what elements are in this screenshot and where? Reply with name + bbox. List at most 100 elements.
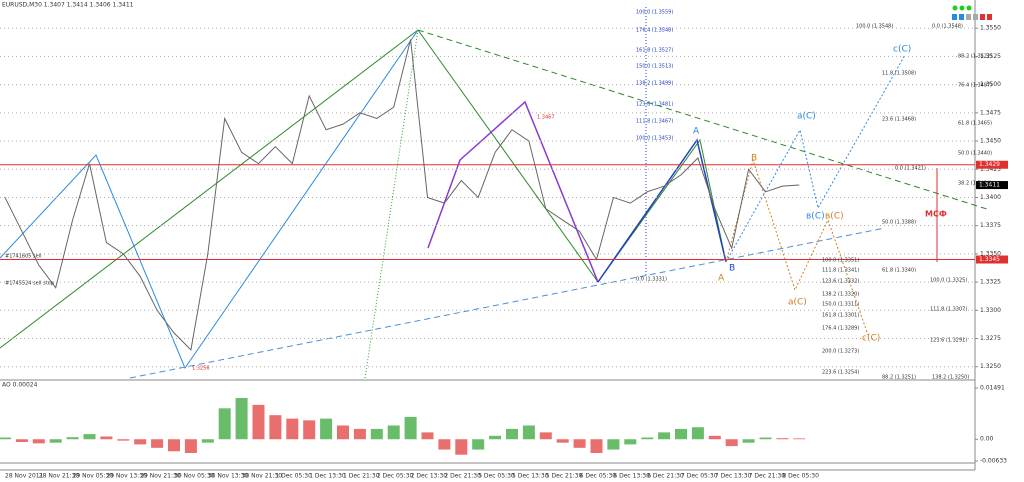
y-tick-label: 1.3500: [980, 81, 1001, 88]
level-label: 1.3345: [979, 256, 1000, 263]
ao-bar: [286, 418, 299, 440]
ao-tick-label: 0.01491: [980, 385, 1005, 392]
fib-label: 176.4 (1.3289): [822, 326, 859, 332]
x-tick-label: 1 Dec 13:30: [309, 473, 346, 480]
wave-label: B: [729, 264, 735, 274]
ao-bar: [117, 439, 130, 441]
ao-bar: [489, 435, 502, 440]
msf-label: МСФ: [925, 210, 947, 219]
fib-label: 50.0 (1.3388): [882, 220, 916, 226]
ao-bar: [590, 439, 603, 453]
fib-label: 61.8 (1.3465): [958, 121, 992, 127]
fib-label: 88.2 (1.3522): [958, 54, 992, 60]
projection: [725, 158, 869, 336]
x-tick-label: 6 Dec 05:30: [580, 473, 617, 480]
fib-label: 200.0 (1.3273): [822, 349, 859, 355]
fib-label: 138.2 (1.3250): [932, 375, 969, 381]
ao-bar: [708, 435, 721, 440]
ao-tick-label: 0.00: [980, 436, 994, 443]
fib-label: #1745524 sell stop: [5, 281, 54, 287]
ao-bar: [66, 437, 79, 440]
ao-bar: [320, 418, 333, 440]
fib-label: 138.2 (1.3320): [822, 292, 859, 298]
wave-label: a(C): [788, 298, 807, 308]
fib-label: 38.2 (1.3414): [958, 181, 992, 187]
x-tick-label: 5 Dec 21:30: [546, 473, 583, 480]
y-tick-label: 1.3350: [980, 250, 1001, 257]
wave-label: A: [693, 127, 700, 137]
ao-bar: [641, 437, 654, 440]
ao-bar: [759, 437, 772, 440]
wave-line: [427, 100, 599, 283]
symbol-header: EURUSD,M30 1.3407 1.3414 1.3406 1.3411: [2, 2, 134, 9]
ao-bar: [370, 428, 383, 440]
ao-bar: [337, 425, 349, 440]
x-tick-label: 5 Dec 05:30: [478, 473, 515, 480]
ao-bar: [472, 439, 485, 450]
wave-label: в(C): [825, 212, 844, 222]
x-tick-label: 1 Dec 05:30: [275, 473, 312, 480]
y-tick-label: 1.3425: [980, 166, 1001, 173]
fib-label: 100.0 (1.3548): [856, 24, 893, 30]
fib-label: 61.8 (1.3340): [882, 268, 916, 274]
fib-label: 0.0 (1.3548): [932, 24, 963, 30]
level-box: [976, 160, 1008, 169]
wave-line: [597, 138, 727, 283]
wave-line: [0, 29, 419, 370]
x-tick-label: 7 Dec 21:30: [749, 473, 786, 480]
wave-label: B: [751, 154, 757, 164]
ao-bar: [624, 439, 637, 445]
ao-bar: [303, 420, 316, 440]
x-tick-label: 2 Dec 21:30: [444, 473, 481, 480]
x-tick-label: 2 Dec 13:30: [411, 473, 448, 480]
y-tick-label: 1.3275: [980, 335, 1001, 342]
level-box: [976, 255, 1008, 264]
ao-bar: [252, 404, 265, 440]
ao-bar: [793, 438, 806, 440]
x-tick-label: 30 Nov 21:30: [242, 473, 283, 480]
wave-label: c(C): [862, 334, 880, 344]
fib-label: 0.0 (1.3331): [636, 277, 667, 283]
fib-label: 223.6 (1.3254): [822, 370, 859, 376]
y-tick-label: 1.3525: [980, 53, 1001, 60]
x-tick-label: 29 Nov 21:30: [140, 473, 181, 480]
fib-label: 123.6 (1.3481): [636, 102, 673, 108]
fib-label: 11.8 (1.3508): [882, 71, 916, 77]
ao-bar: [218, 408, 231, 440]
wave-label: a(C): [797, 112, 816, 122]
analysis-drawings: [0, 5, 991, 379]
fib-label: 100.0 (1.3351): [822, 258, 859, 264]
fib-label: 150.0 (1.3513): [636, 64, 673, 70]
level-label: 1.3429: [979, 161, 1000, 168]
fib-label: 23.6 (1.3468): [882, 117, 916, 123]
ao-bar: [15, 439, 28, 442]
fib-label: 1.3256: [192, 366, 210, 372]
fib-label: 161.8 (1.3527): [636, 48, 673, 54]
ao-bar: [421, 432, 434, 440]
fib-label: 100.0 (1.3453): [636, 136, 673, 142]
fib-label: 138.2 (1.3499): [636, 81, 673, 87]
y-tick-label: 1.3300: [980, 307, 1001, 314]
fib-label: 100.0 (1.3325): [930, 278, 967, 284]
fib-label: 176.4 (1.3548): [636, 28, 673, 34]
ao-bar: [691, 427, 704, 440]
ao-bar: [49, 439, 62, 443]
ao-tick-label: -0.00633: [980, 458, 1007, 465]
fib-label: 123.6 (1.3332): [822, 279, 859, 285]
x-tick-label: 28 Nov 21:30: [39, 473, 80, 480]
ao-bar: [675, 428, 687, 440]
ao-bar: [387, 425, 400, 440]
x-tick-label: 7 Dec 05:30: [681, 473, 718, 480]
ao-bar: [455, 439, 468, 455]
ao-bar: [725, 439, 738, 447]
ao-bar: [742, 439, 755, 443]
ao-bar: [32, 439, 45, 444]
ao-bar: [438, 439, 451, 450]
x-tick-label: 5 Dec 13:30: [512, 473, 549, 480]
wave-label: c(C): [893, 45, 911, 55]
x-tick-label: 7 Dec 13:30: [715, 473, 752, 480]
ao-bar: [201, 439, 214, 443]
y-tick-label: 1.3400: [980, 194, 1001, 201]
support-line: [129, 227, 886, 379]
